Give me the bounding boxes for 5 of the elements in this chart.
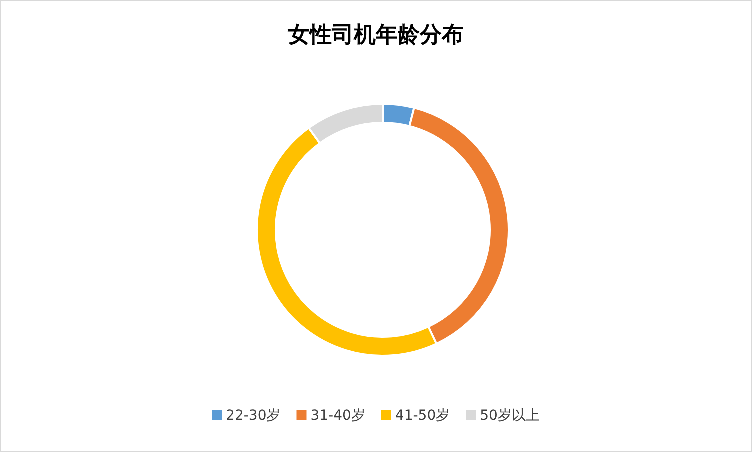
legend-label: 22-30岁 (226, 408, 281, 424)
chart-title: 女性司机年龄分布 (287, 22, 464, 48)
legend-label: 41-50岁 (395, 408, 450, 424)
legend-label: 50岁以上 (480, 408, 540, 424)
legend-label: 31-40岁 (310, 408, 366, 424)
